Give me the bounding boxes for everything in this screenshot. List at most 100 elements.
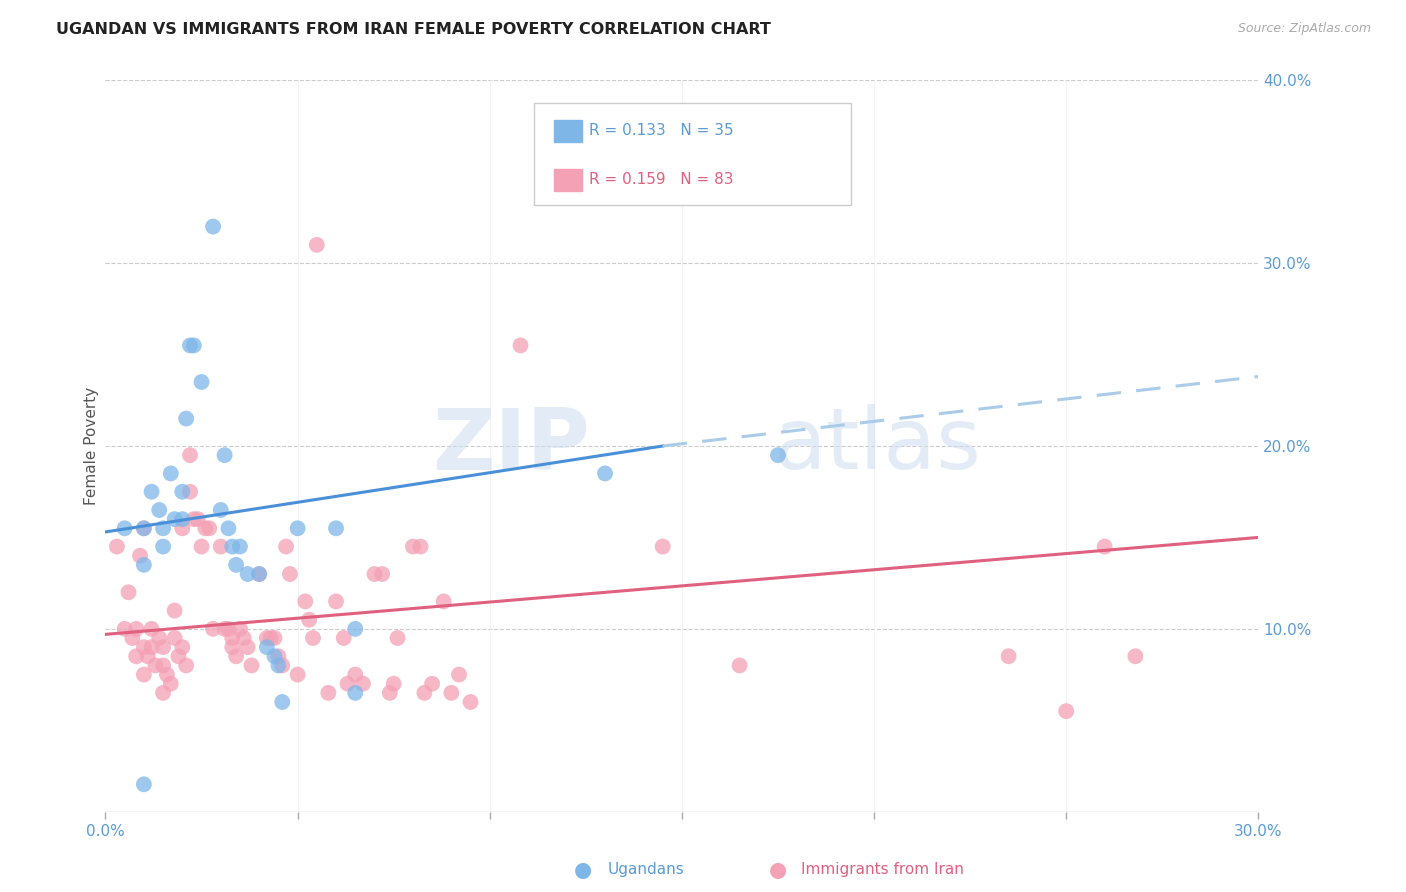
- Point: [278, 567, 301, 582]
- Point: [267, 649, 290, 664]
- Point: [274, 540, 297, 554]
- Point: [217, 521, 239, 535]
- Point: [190, 540, 212, 554]
- Text: UGANDAN VS IMMIGRANTS FROM IRAN FEMALE POVERTY CORRELATION CHART: UGANDAN VS IMMIGRANTS FROM IRAN FEMALE P…: [56, 22, 770, 37]
- Text: Source: ZipAtlas.com: Source: ZipAtlas.com: [1237, 22, 1371, 36]
- Point: [105, 540, 128, 554]
- Point: [174, 411, 197, 425]
- Point: [402, 540, 425, 554]
- Point: [136, 649, 159, 664]
- Point: [256, 631, 278, 645]
- Point: [132, 640, 155, 655]
- Point: [172, 640, 194, 655]
- Point: [125, 622, 148, 636]
- Point: [440, 686, 463, 700]
- Point: [214, 622, 236, 636]
- Point: [179, 484, 201, 499]
- Text: Immigrants from Iran: Immigrants from Iran: [801, 863, 965, 877]
- Point: [247, 567, 270, 582]
- Point: [509, 338, 531, 352]
- Point: [132, 777, 155, 791]
- Y-axis label: Female Poverty: Female Poverty: [84, 387, 98, 505]
- Point: [172, 484, 194, 499]
- Point: [256, 640, 278, 655]
- Point: [236, 640, 259, 655]
- Point: [221, 631, 243, 645]
- Text: ●: ●: [769, 860, 786, 880]
- Point: [167, 649, 190, 664]
- Point: [209, 503, 232, 517]
- Point: [132, 521, 155, 535]
- Point: [1125, 649, 1147, 664]
- Point: [214, 448, 236, 462]
- Point: [198, 521, 221, 535]
- Point: [152, 521, 174, 535]
- Point: [163, 631, 186, 645]
- Point: [174, 658, 197, 673]
- Point: [172, 512, 194, 526]
- Point: [766, 448, 789, 462]
- Point: [194, 521, 217, 535]
- Point: [117, 585, 139, 599]
- Point: [263, 631, 285, 645]
- Point: [187, 512, 209, 526]
- Point: [141, 622, 163, 636]
- Point: [225, 649, 247, 664]
- Point: [132, 667, 155, 681]
- Point: [179, 338, 201, 352]
- Text: ZIP: ZIP: [432, 404, 589, 488]
- Point: [152, 658, 174, 673]
- Point: [728, 658, 751, 673]
- Point: [302, 631, 325, 645]
- Point: [125, 649, 148, 664]
- Point: [287, 521, 309, 535]
- Point: [352, 676, 374, 690]
- Text: Ugandans: Ugandans: [607, 863, 685, 877]
- Point: [159, 676, 181, 690]
- Point: [202, 622, 225, 636]
- Point: [129, 549, 152, 563]
- Point: [387, 631, 409, 645]
- Point: [163, 512, 186, 526]
- Text: R = 0.159   N = 83: R = 0.159 N = 83: [589, 172, 734, 186]
- Point: [997, 649, 1019, 664]
- Point: [298, 613, 321, 627]
- Point: [305, 238, 328, 252]
- Point: [172, 521, 194, 535]
- Point: [132, 558, 155, 572]
- Point: [183, 338, 205, 352]
- Point: [260, 631, 283, 645]
- Point: [190, 375, 212, 389]
- Point: [287, 667, 309, 681]
- Point: [420, 676, 443, 690]
- Point: [294, 594, 316, 608]
- Point: [371, 567, 394, 582]
- Point: [209, 540, 232, 554]
- Point: [1054, 704, 1077, 718]
- Point: [1094, 540, 1116, 554]
- Point: [152, 640, 174, 655]
- Point: [221, 540, 243, 554]
- Point: [163, 603, 186, 617]
- Point: [156, 667, 179, 681]
- Point: [332, 631, 354, 645]
- Point: [247, 567, 270, 582]
- Point: [179, 448, 201, 462]
- Point: [651, 540, 673, 554]
- Point: [232, 631, 254, 645]
- Point: [148, 503, 170, 517]
- Point: [121, 631, 143, 645]
- Point: [141, 484, 163, 499]
- Point: [336, 676, 359, 690]
- Point: [344, 686, 367, 700]
- Point: [229, 622, 252, 636]
- Point: [267, 658, 290, 673]
- Text: atlas: atlas: [775, 404, 983, 488]
- Point: [132, 521, 155, 535]
- Point: [152, 540, 174, 554]
- Point: [593, 467, 616, 481]
- Point: [240, 658, 263, 673]
- Point: [363, 567, 385, 582]
- Point: [152, 686, 174, 700]
- Point: [229, 540, 252, 554]
